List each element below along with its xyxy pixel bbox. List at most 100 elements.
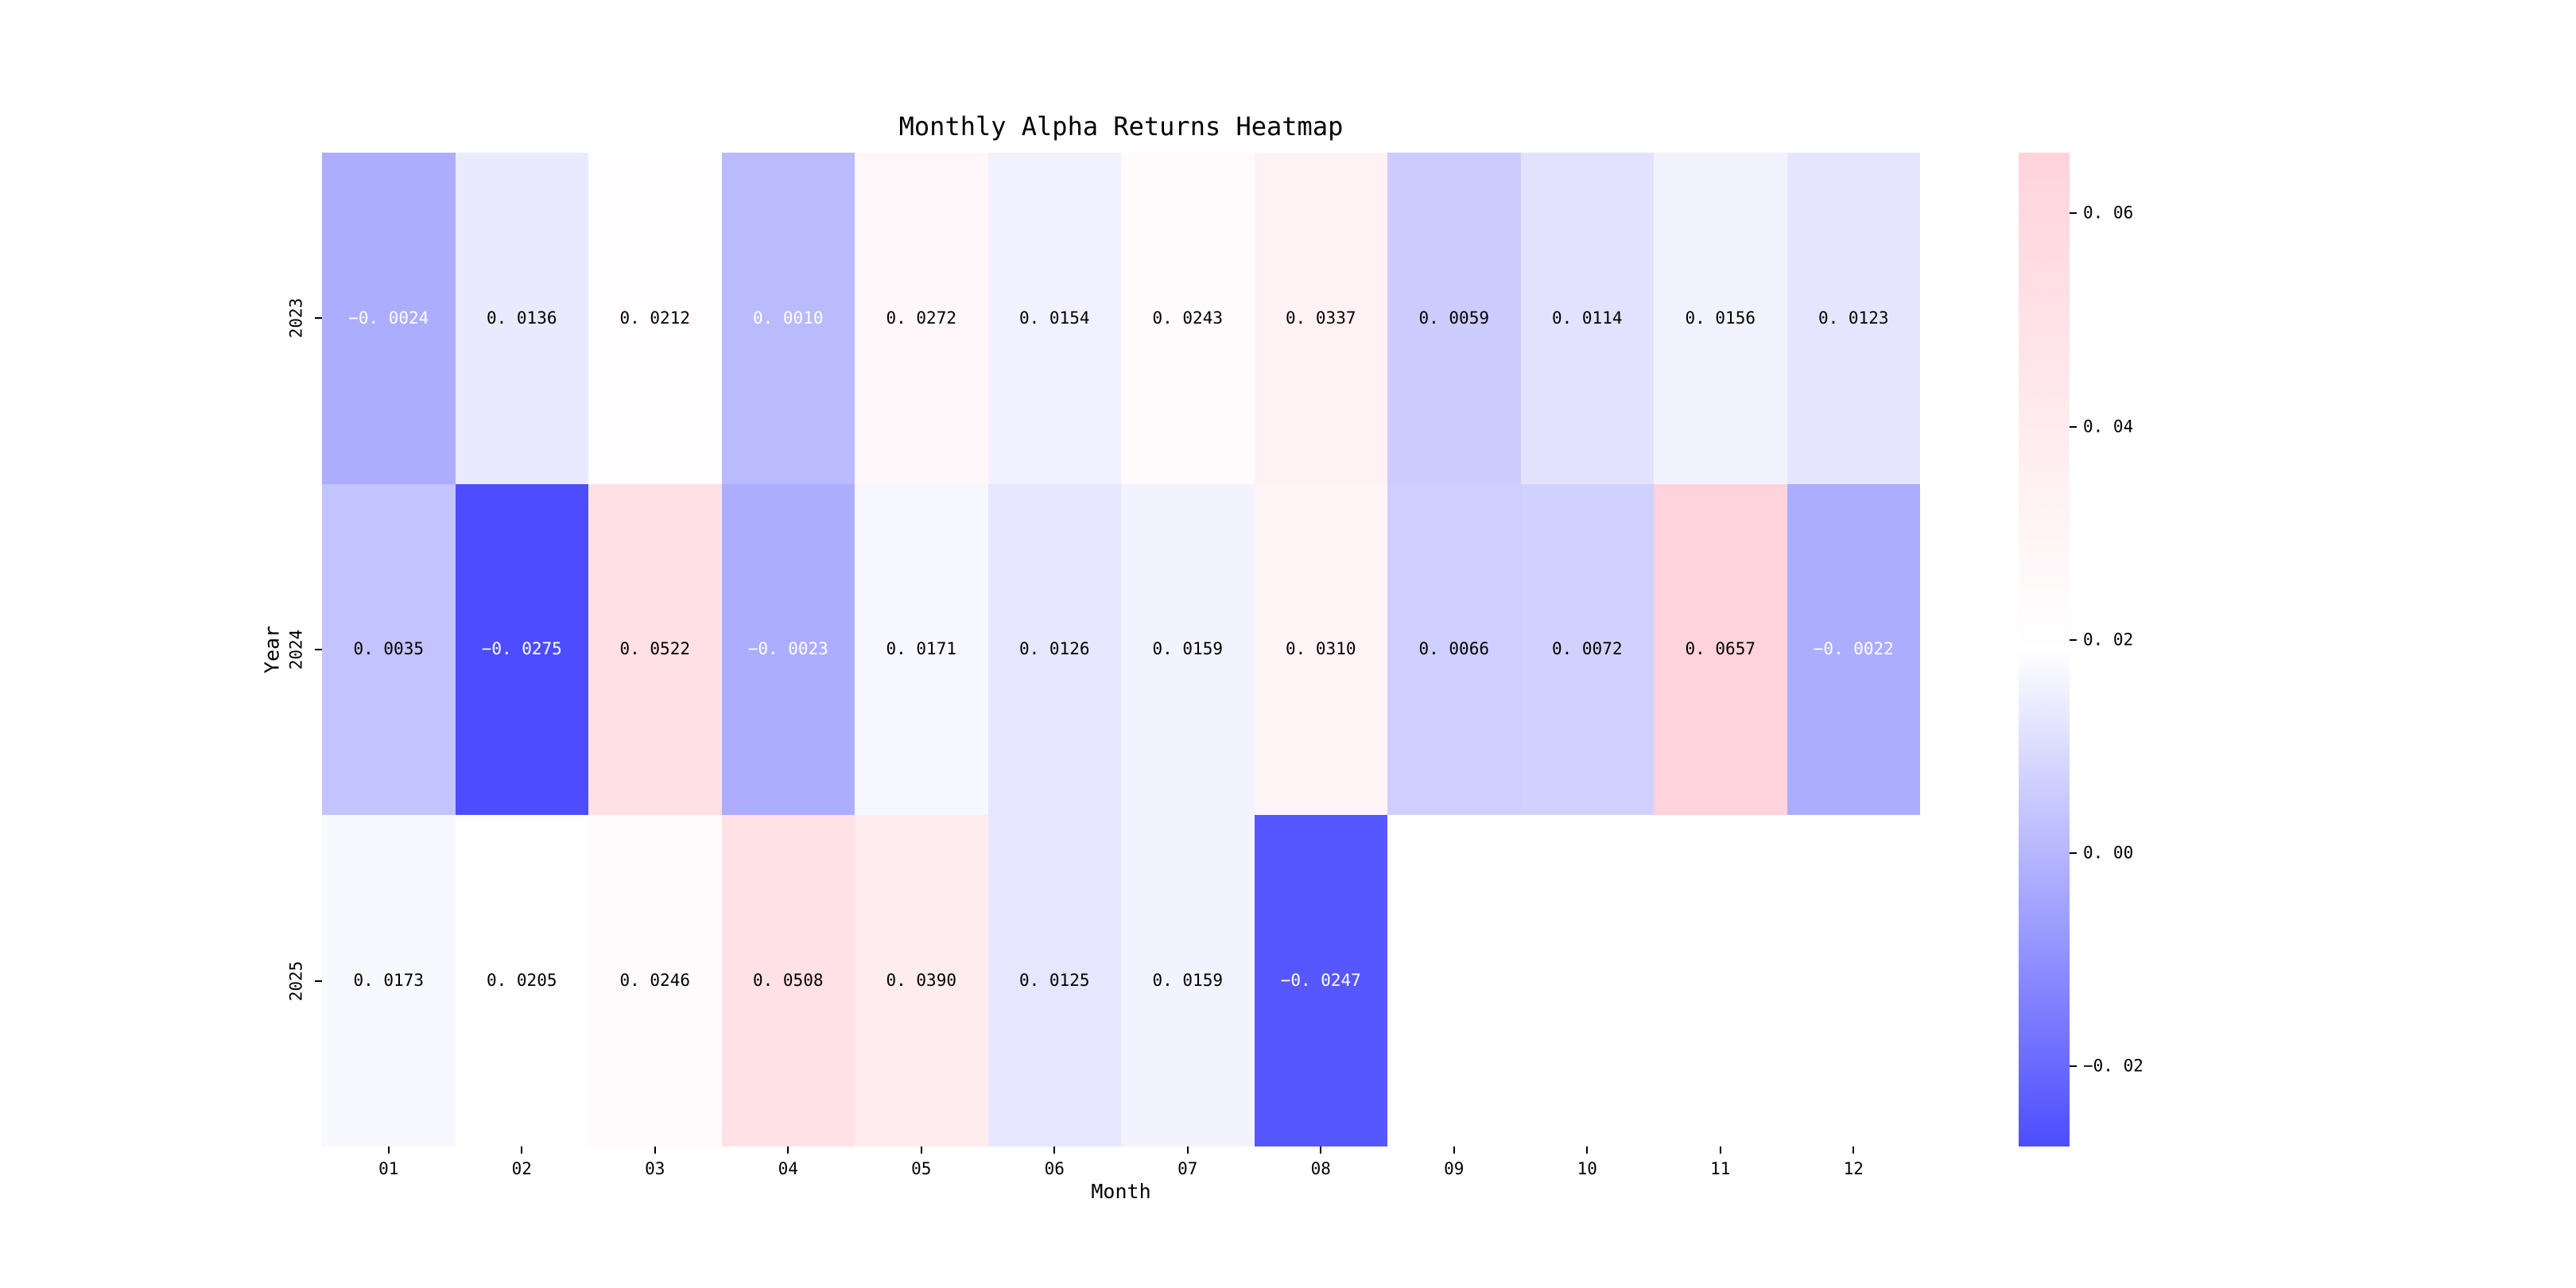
cell-value: 0. 0123 [1818, 308, 1889, 328]
heatmap-cell: 0. 0123 [1787, 153, 1920, 484]
heatmap-cell: 0. 0035 [322, 483, 456, 816]
x-tick-mark [1186, 1146, 1189, 1154]
heatmap-cell-empty [1787, 815, 1921, 1146]
colorbar [2019, 153, 2070, 1146]
x-tick-mark [1053, 1146, 1056, 1154]
heatmap-cell: 0. 0522 [588, 483, 722, 816]
cell-value: 0. 0337 [1285, 308, 1356, 328]
heatmap-cell: 0. 0126 [987, 483, 1121, 816]
heatmap-cell: −0. 0023 [721, 483, 855, 816]
colorbar-tick-label: 0. 00 [2083, 843, 2134, 863]
x-tick-mark [1453, 1146, 1455, 1154]
colorbar-tick-mark [2070, 852, 2077, 855]
cell-value: 0. 0171 [886, 639, 956, 659]
colorbar-tick-mark [2070, 638, 2077, 641]
cell-value: 0. 0126 [1018, 639, 1090, 659]
cell-value: −0. 0247 [1280, 971, 1361, 991]
cell-value: 0. 0310 [1285, 639, 1356, 659]
x-tick-label: 10 [1577, 1159, 1597, 1178]
x-tick-mark [1320, 1146, 1322, 1154]
x-tick-mark [787, 1146, 789, 1154]
cell-value: 0. 0159 [1152, 971, 1223, 991]
heatmap-cell: −0. 0022 [1787, 483, 1920, 816]
x-tick-mark [521, 1146, 523, 1154]
cell-value: −0. 0023 [747, 639, 828, 659]
heatmap-cell: 0. 0173 [322, 815, 456, 1146]
heatmap-cell-empty [1521, 815, 1655, 1146]
heatmap-cell: 0. 0114 [1520, 153, 1654, 484]
heatmap-cell: 0. 0154 [987, 153, 1121, 484]
cell-value: 0. 0173 [353, 971, 424, 991]
heatmap-cell: −0. 0247 [1254, 815, 1387, 1146]
heatmap-cell-empty [1654, 815, 1787, 1146]
heatmap-cell: 0. 0310 [1254, 483, 1387, 816]
y-tick-label: 2025 [286, 960, 306, 1001]
cell-value: 0. 0272 [886, 308, 956, 328]
cell-value: 0. 0657 [1685, 639, 1755, 659]
x-axis-label: Month [1091, 1180, 1151, 1203]
colorbar-tick-label: 0. 02 [2083, 630, 2134, 650]
heatmap-cell: 0. 0125 [987, 815, 1121, 1146]
y-tick-label: 2024 [286, 629, 306, 670]
x-tick-label: 11 [1710, 1159, 1731, 1178]
heatmap-cell: 0. 0243 [1121, 153, 1255, 484]
heatmap-cell: 0. 0066 [1387, 483, 1521, 816]
heatmap-cell: −0. 0275 [455, 483, 588, 816]
cell-value: −0. 0024 [348, 308, 429, 328]
cell-value: 0. 0390 [886, 971, 956, 991]
x-tick-mark [1719, 1146, 1721, 1154]
cell-value: 0. 0508 [752, 971, 824, 991]
heatmap-cell: 0. 0072 [1520, 483, 1654, 816]
cell-value: −0. 0275 [481, 639, 562, 659]
chart-title: Monthly Alpha Returns Heatmap [898, 111, 1344, 142]
heatmap-cell: 0. 0272 [855, 153, 988, 484]
y-tick-label: 2023 [286, 298, 306, 339]
cell-value: −0. 0022 [1813, 639, 1894, 659]
cell-value: 0. 0212 [619, 308, 690, 328]
cell-value: 0. 0246 [619, 971, 690, 991]
y-tick-mark [315, 317, 322, 320]
cell-value: 0. 0125 [1018, 971, 1090, 991]
heatmap-cell: 0. 0159 [1121, 483, 1255, 816]
x-tick-label: 12 [1843, 1159, 1864, 1178]
cell-value: 0. 0156 [1685, 308, 1755, 328]
x-tick-label: 01 [378, 1159, 399, 1178]
y-axis-label: Year [260, 625, 284, 674]
x-tick-mark [1852, 1146, 1855, 1154]
colorbar-tick-label: 0. 04 [2083, 417, 2134, 436]
heatmap-cell: 0. 0390 [855, 815, 988, 1146]
heatmap-cell: 0. 0171 [855, 483, 988, 816]
heatmap-cell: 0. 0059 [1387, 153, 1521, 484]
y-tick-mark [315, 649, 322, 650]
x-tick-mark [654, 1146, 656, 1154]
cell-value: 0. 0114 [1551, 308, 1623, 328]
heatmap-grid: −0. 0024 0. 0136 0. 0212 0. 0010 0. 0272 0. 0… [322, 153, 1920, 1146]
cell-value: 0. 0010 [752, 308, 824, 328]
heatmap-cell-empty [1387, 815, 1521, 1146]
x-tick-label: 05 [911, 1159, 932, 1178]
cell-value: 0. 0066 [1418, 639, 1489, 659]
y-tick-mark [315, 980, 322, 982]
cell-value: 0. 0035 [353, 639, 424, 659]
colorbar-tick-mark [2070, 1065, 2077, 1068]
cell-value: 0. 0205 [486, 971, 557, 991]
x-tick-label: 02 [511, 1159, 532, 1178]
cell-value: 0. 0072 [1551, 639, 1623, 659]
heatmap-cell: 0. 0337 [1254, 153, 1387, 484]
cell-value: 0. 0522 [619, 639, 690, 659]
heatmap-cell: 0. 0246 [588, 815, 722, 1146]
heatmap-cell: 0. 0212 [588, 153, 722, 484]
x-tick-label: 03 [645, 1159, 665, 1178]
heatmap-cell: 0. 0010 [721, 153, 855, 484]
x-tick-mark [387, 1146, 390, 1154]
cell-value: 0. 0243 [1152, 308, 1223, 328]
colorbar-tick-label: 0. 06 [2083, 203, 2134, 223]
cell-value: 0. 0136 [486, 308, 557, 328]
heatmap-cell: 0. 0657 [1654, 483, 1787, 816]
colorbar-tick-mark [2070, 425, 2077, 428]
x-tick-label: 08 [1310, 1159, 1331, 1178]
colorbar-tick-label: −0. 02 [2083, 1056, 2143, 1076]
heatmap-cell: 0. 0508 [721, 815, 855, 1146]
cell-value: 0. 0154 [1018, 308, 1090, 328]
